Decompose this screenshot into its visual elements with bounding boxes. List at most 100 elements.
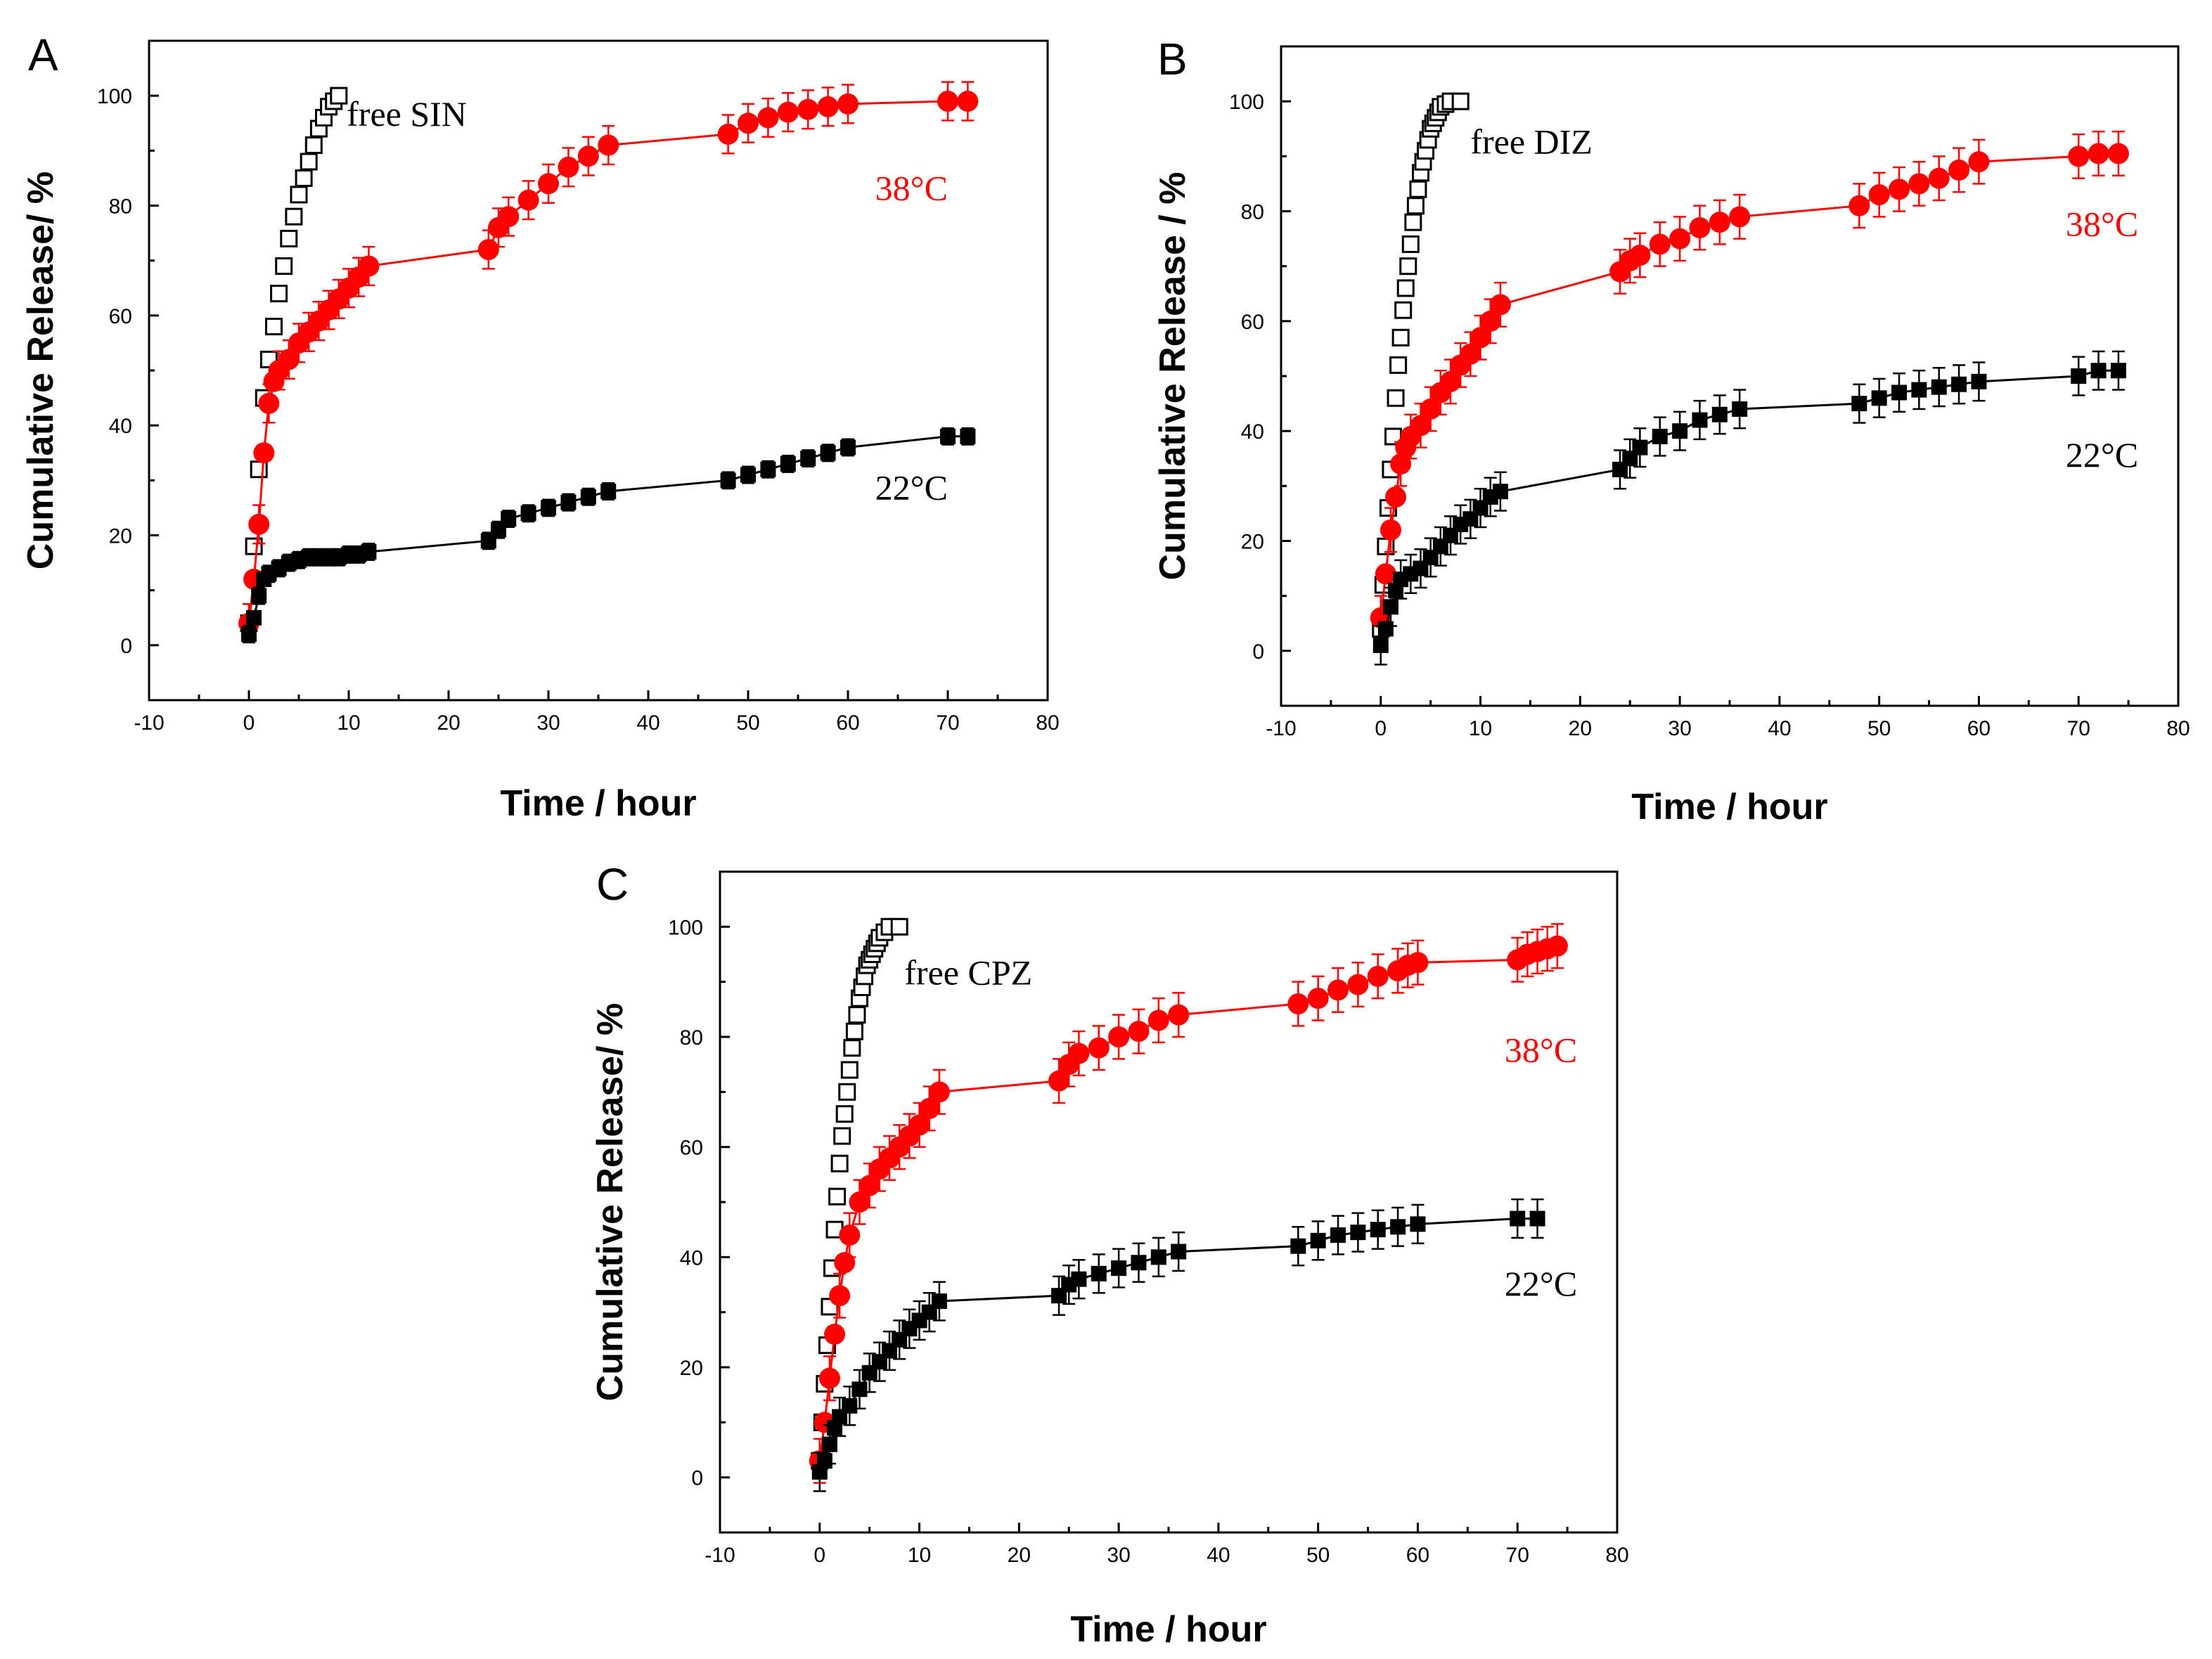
panel-a-data-point: [246, 609, 262, 626]
panel-c-data-point: [828, 1187, 847, 1206]
panel-c-data-point: [1307, 988, 1329, 1009]
panel-a-data-point: [598, 134, 619, 156]
panel-b-data-point: [1891, 385, 1908, 401]
panel-a-x-tick-label: 20: [437, 711, 460, 735]
panel-c-data-point: [1310, 1232, 1326, 1248]
panel-a-y-tick-label: 100: [97, 85, 132, 108]
panel-c-data-point: [1327, 979, 1349, 1001]
panel-c-data-point: [829, 1285, 851, 1307]
panel-a-y-axis-title: Cumulative Release/ %: [20, 172, 61, 569]
panel-b-data-point: [1931, 379, 1947, 395]
panel-b-data-point: [2088, 143, 2109, 164]
panel-b-data-point: [2107, 143, 2129, 164]
panel-a-data-point: [840, 439, 856, 456]
panel-c-annotation-38: 38°C: [1505, 1030, 1577, 1069]
panel-b-data-point: [1649, 233, 1671, 255]
panel-a-x-tick-label: 0: [243, 711, 255, 735]
panel-a-data-point: [520, 505, 536, 522]
panel-c: -10 0 10 20 30 40 50 60 70 80 0 20 40 60 80 100 Time / h…: [590, 859, 1629, 1650]
panel-a: -10 0 10 20 30 40 50 60 70 80 0 20 40 60 80 100 Time / h…: [20, 30, 1060, 824]
panel-b-data-point: [1377, 621, 1394, 637]
panel-b-data-point: [1396, 279, 1415, 297]
panel-a-data-point: [290, 186, 308, 204]
panel-a-data-point: [837, 93, 859, 115]
panel-b-data-point: [1732, 401, 1748, 417]
panel-c-data-point: [1546, 935, 1568, 957]
panel-b-data-point: [1632, 439, 1648, 456]
panel-c-x-tick-label: 70: [1506, 1544, 1529, 1567]
panel-c-data-point: [1330, 1227, 1346, 1243]
panel-c-y-tick-label: 20: [680, 1357, 703, 1380]
panel-b-y-tick-label: 0: [1252, 640, 1264, 664]
panel-b-x-tick-label: 20: [1569, 717, 1592, 740]
panel-c-data-point: [931, 1293, 947, 1309]
panel-b-data-point: [1709, 212, 1730, 233]
panel-c-x-tick-label: 0: [814, 1544, 825, 1567]
panel-c-data-point: [1111, 1260, 1127, 1276]
panel-b-data-point: [1692, 412, 1708, 428]
panel-c-data-point: [1168, 1004, 1190, 1026]
panel-c-data-point: [1410, 1216, 1426, 1232]
panel-b-data-point: [1729, 206, 1751, 228]
panel-a-x-tick-label: 70: [936, 711, 959, 735]
panel-b-data-point: [1406, 197, 1425, 215]
panel-c-data-point: [849, 1192, 870, 1213]
panel-a-data-point: [780, 456, 796, 472]
panel-a-data-point: [940, 428, 956, 444]
panel-c-data-point: [1407, 952, 1429, 974]
panel-a-data-point: [740, 467, 756, 483]
panel-c-data-point: [848, 1006, 866, 1024]
panel-b-data-point: [1711, 406, 1728, 422]
panel-c-data-point: [838, 1083, 856, 1101]
panel-a-x-tick-label: 60: [836, 711, 859, 735]
panel-c-y-tick-label: 0: [691, 1467, 703, 1490]
panel-c-data-point: [843, 1039, 861, 1057]
panel-c-data-point: [1091, 1265, 1107, 1282]
panel-c-data-point: [834, 1252, 856, 1274]
panel-a-data-point: [957, 90, 979, 112]
panel-c-series-line: [818, 945, 1558, 1461]
panel-b-data-point: [1851, 396, 1867, 412]
panel-c-y-tick-label: 40: [680, 1246, 703, 1270]
panel-a-x-tick-label: 80: [1036, 711, 1059, 735]
panel-b-data-point: [1928, 167, 1950, 189]
panel-a-data-point: [300, 153, 318, 171]
panel-a-letter: A: [28, 30, 58, 80]
panel-a-x-axis-title: Time / hour: [500, 783, 696, 824]
panel-a-data-point: [600, 483, 617, 499]
panel-b-data-point: [1948, 159, 1970, 181]
panel-c-y-tick-label: 100: [668, 916, 703, 939]
panel-b-data-point: [1385, 486, 1407, 508]
panel-a-x-tick-label: 30: [536, 711, 560, 735]
panel-b-x-tick-label: 60: [1967, 717, 1991, 740]
panel-a-data-point: [717, 123, 739, 145]
panel-c-x-tick-label: -10: [705, 1544, 735, 1567]
panel-c-data-point: [824, 1324, 846, 1345]
panel-c-data-point: [1147, 1009, 1169, 1031]
panel-a-annotation-free: free SIN: [347, 94, 467, 134]
panel-b-data-point: [1951, 376, 1967, 392]
panel-b-data-point: [1399, 257, 1417, 276]
panel-b-y-tick-label: 40: [1241, 420, 1264, 444]
panel-b-data-point: [1669, 228, 1691, 250]
panel-b-annotation-22: 22°C: [2066, 435, 2138, 475]
panel-b-x-tick-label: 0: [1375, 717, 1387, 740]
panel-b-data-point: [1871, 390, 1887, 406]
panel-c-y-tick-label: 60: [680, 1137, 703, 1160]
panel-b-x-tick-label: 10: [1469, 717, 1492, 740]
panel-b-data-point: [1420, 398, 1441, 420]
panel-a-data-point: [253, 442, 275, 464]
panel-a-x-tick-label: -10: [134, 711, 164, 735]
panel-b-data-point: [1489, 294, 1511, 316]
panel-a-data-point: [275, 257, 293, 275]
panel-b-data-point: [1389, 356, 1408, 374]
panel-c-data-point: [1048, 1070, 1070, 1092]
panel-b-data-point: [1868, 184, 1890, 206]
panel-a-x-tick-label: 40: [636, 711, 660, 735]
panel-a-data-point: [560, 494, 577, 510]
panel-b-x-tick-label: 50: [1867, 717, 1891, 740]
panel-b: -10 0 10 20 30 40 50 60 70 80 0 20 40 60 80 100 Time / h…: [1152, 34, 2190, 827]
panel-b-data-point: [1470, 327, 1491, 349]
panel-c-data-point: [1287, 993, 1309, 1014]
